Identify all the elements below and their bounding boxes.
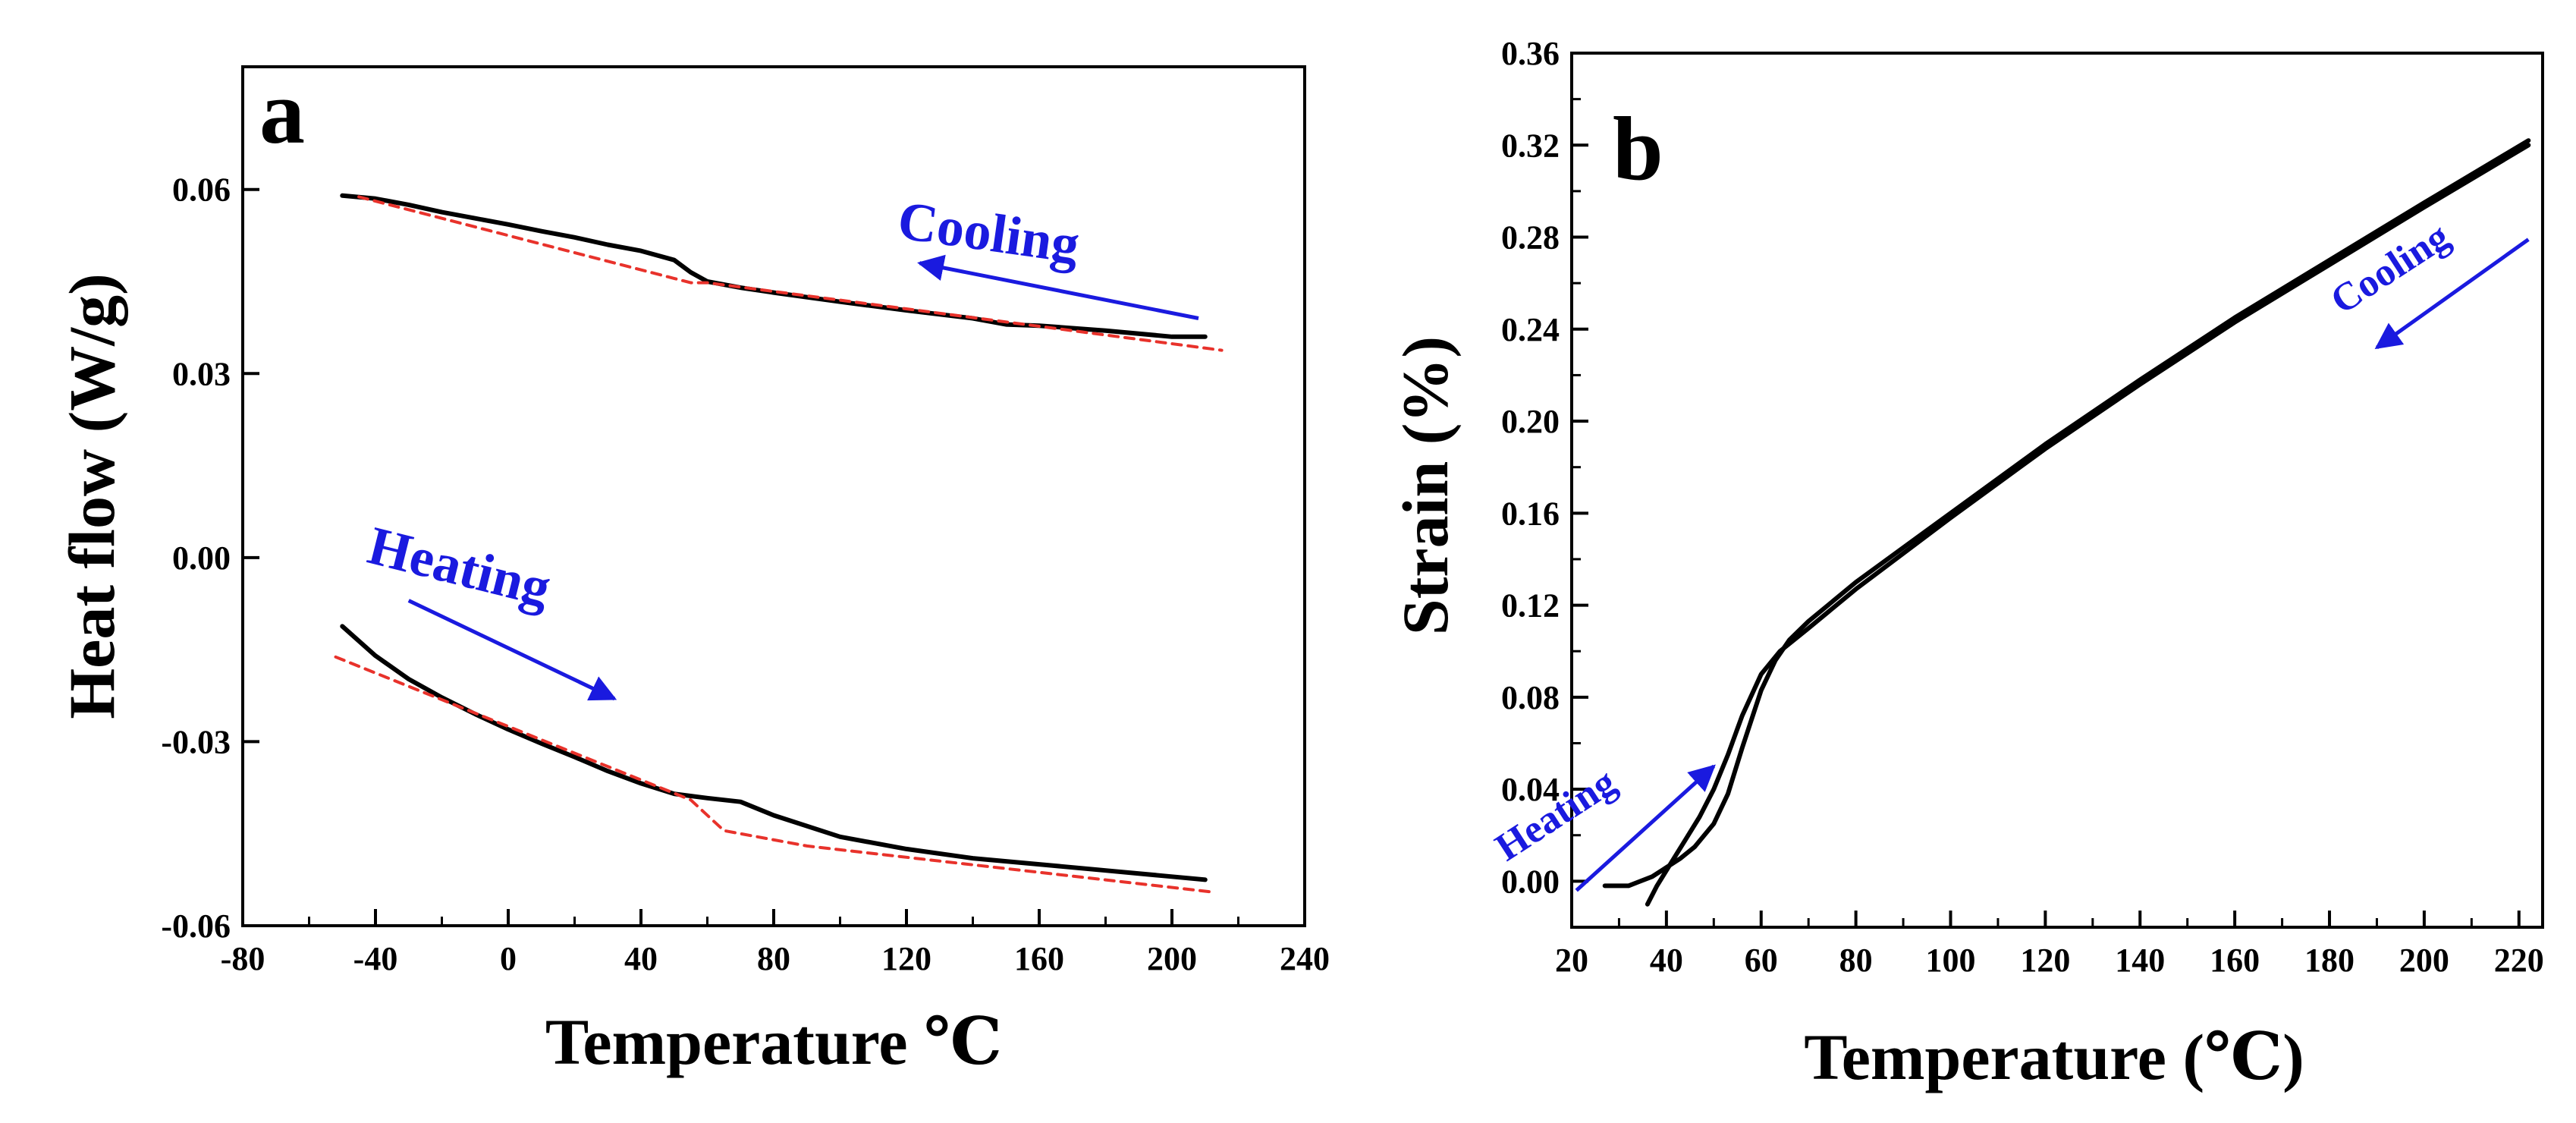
panel-a-plot-frame: [241, 65, 1306, 927]
panel-b-y-tick-label: 0.36: [1501, 35, 1560, 72]
panel-b-y-tick-label: 0.24: [1501, 311, 1560, 348]
panel-a-x-tick-label: 40: [624, 940, 658, 977]
panel-b-x-tick-label: 140: [2115, 942, 2165, 979]
panel-a-x-tick-label: 120: [881, 940, 931, 977]
panel-b-series: [1602, 138, 2531, 907]
panel-a-x-tick-label: 240: [1280, 940, 1330, 977]
panel-a-y-tick-label: -0.06: [161, 908, 231, 945]
panel-b-x-tick-label: 40: [1650, 942, 1683, 979]
panel-b-y-tick-label: 0.00: [1501, 863, 1560, 900]
panel-a-heating-arrow: [407, 599, 617, 701]
panel-b-ticks: 20 40 60 80 100 120 140 160 180 200 220 0.00 0.04 0.0…: [1501, 35, 2544, 979]
panel-a-x-tick-label: 80: [757, 940, 790, 977]
panel-a-y-tick-label: 0.06: [172, 171, 231, 209]
panel-b-x-tick-label: 20: [1555, 942, 1588, 979]
panel-a-series-cooling-baseline: [357, 195, 1224, 352]
panel-b-x-tick-label: 120: [2020, 942, 2070, 979]
panel-a-ticks: -80 -40 0 40 80 120 160 200 240 -0.06 -0.03 0.00 0.0…: [161, 171, 1330, 977]
panel-b-heating-arrow: [1575, 764, 1716, 892]
panel-b-y-tick-label: 0.20: [1501, 403, 1560, 440]
panel-a-series-heating-baseline: [334, 655, 1214, 894]
panel-b-x-tick-label: 220: [2494, 942, 2544, 979]
panel-a-x-tick-label: 0: [500, 940, 517, 977]
panel-b-y-tick-label: 0.12: [1501, 587, 1560, 624]
panel-a-series: [334, 193, 1224, 894]
panel-b-x-tick-label: 80: [1839, 942, 1873, 979]
panel-b-series-cooling: [1645, 143, 2531, 907]
panel-b-x-tick-label: 160: [2210, 942, 2260, 979]
panel-a-y-tick-label: 0.03: [172, 355, 231, 392]
panel-b-x-tick-label: 60: [1745, 942, 1778, 979]
panel-b-y-tick-label: 0.04: [1501, 771, 1560, 808]
panel-b-y-tick-label: 0.32: [1501, 127, 1560, 164]
panel-b-y-tick-label: 0.28: [1501, 219, 1560, 256]
panel-b-x-tick-label: 180: [2304, 942, 2355, 979]
panel-a-series-heating: [340, 624, 1208, 882]
panel-b-y-axis-label: Strain (%): [1389, 336, 1462, 635]
panel-a-x-tick-label: 200: [1147, 940, 1197, 977]
panel-a-x-axis-label: Temperature ℃: [545, 1005, 1002, 1078]
panel-a-x-tick-label: -40: [353, 940, 398, 977]
panel-a-letter: a: [259, 61, 305, 162]
panel-b-y-tick-label: 0.16: [1501, 495, 1560, 532]
panel-b-letter: b: [1613, 98, 1663, 199]
panel-b-cooling-arrow: [2374, 237, 2530, 350]
panel-a-y-tick-label: 0.00: [172, 539, 231, 577]
panel-b-x-tick-label: 200: [2399, 942, 2449, 979]
panel-a-x-tick-label: 160: [1014, 940, 1064, 977]
panel-a-cooling-arrow: [917, 254, 1199, 320]
panel-a-y-axis-label: Heat flow (W/g): [55, 273, 128, 719]
panel-b-plot-frame: [1570, 52, 2544, 929]
panel-a-heating-label: Heating: [363, 514, 557, 618]
panel-a-chart: -80 -40 0 40 80 120 160 200 240 -0.06 -0.03 0.00 0.0…: [55, 61, 1330, 1078]
panel-b-y-tick-label: 0.08: [1501, 679, 1560, 716]
panel-b-chart: 20 40 60 80 100 120 140 160 180 200 220 0.00 0.04 0.0…: [1389, 35, 2544, 1093]
panel-a-x-tick-label: -80: [221, 940, 265, 977]
panel-b-x-tick-label: 100: [1926, 942, 1976, 979]
panel-b-x-axis-label: Temperature (℃): [1804, 1021, 2304, 1093]
panel-a-y-tick-label: -0.03: [161, 723, 231, 760]
